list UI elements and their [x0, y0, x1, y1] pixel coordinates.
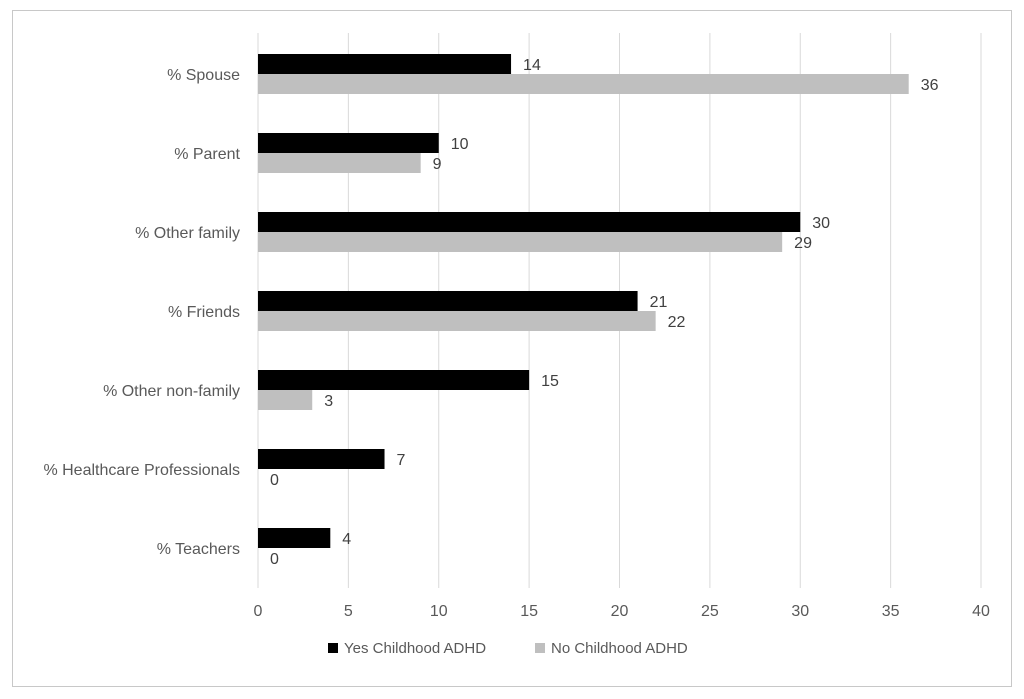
data-label: 7 [397, 452, 406, 469]
x-tick-label: 40 [972, 603, 990, 620]
bar [258, 153, 421, 173]
bar [258, 390, 313, 410]
data-label: 14 [523, 57, 541, 74]
legend-label: No Childhood ADHD [551, 640, 688, 657]
category-label: % Other family [135, 225, 240, 242]
category-labels: % Spouse % Parent % Other family % Friends%… [43, 67, 240, 558]
bar [258, 74, 909, 94]
x-tick-label: 25 [701, 603, 719, 620]
bar [258, 449, 385, 469]
bar [258, 370, 530, 390]
data-label: 3 [324, 393, 333, 410]
category-label: % Healthcare Professionals [43, 462, 240, 479]
category-label: % Teachers [157, 541, 240, 558]
x-axis-ticks: 0 5 10 15 20 25 30 35 40 [254, 603, 990, 620]
x-tick-label: 20 [611, 603, 629, 620]
x-tick-label: 35 [882, 603, 900, 620]
data-label: 9 [433, 156, 442, 173]
data-label: 30 [812, 215, 830, 232]
data-label: 21 [650, 294, 668, 311]
x-tick-label: 30 [791, 603, 809, 620]
category-label: % Friends [168, 304, 240, 321]
category-label: % Spouse [167, 67, 240, 84]
bar [258, 232, 783, 252]
data-label: 22 [668, 314, 686, 331]
bar [258, 528, 331, 548]
legend: Yes Childhood ADHD No Childhood ADHD [328, 640, 688, 657]
bar [258, 54, 512, 74]
data-label: 36 [921, 77, 939, 94]
legend-swatch [535, 643, 545, 653]
x-tick-label: 10 [430, 603, 448, 620]
x-tick-label: 5 [344, 603, 353, 620]
data-label: 4 [342, 531, 351, 548]
legend-label: Yes Childhood ADHD [344, 640, 486, 657]
legend-swatch [328, 643, 338, 653]
data-label: 0 [270, 472, 279, 489]
bar [258, 291, 638, 311]
x-tick-label: 15 [520, 603, 538, 620]
data-label: 10 [451, 136, 469, 153]
bar [258, 212, 801, 232]
data-label: 29 [794, 235, 812, 252]
bars [258, 54, 909, 548]
chart-frame: 14 36 10 9 30 29 21 22 15 3 7 0 4 0 % Spouse% Parent%… [12, 10, 1012, 687]
category-label: % Parent [174, 146, 240, 163]
data-label: 0 [270, 551, 279, 568]
category-label: % Other non-family [103, 383, 240, 400]
bar [258, 311, 656, 331]
x-tick-label: 0 [254, 603, 263, 620]
bar [258, 133, 439, 153]
data-label: 15 [541, 373, 559, 390]
